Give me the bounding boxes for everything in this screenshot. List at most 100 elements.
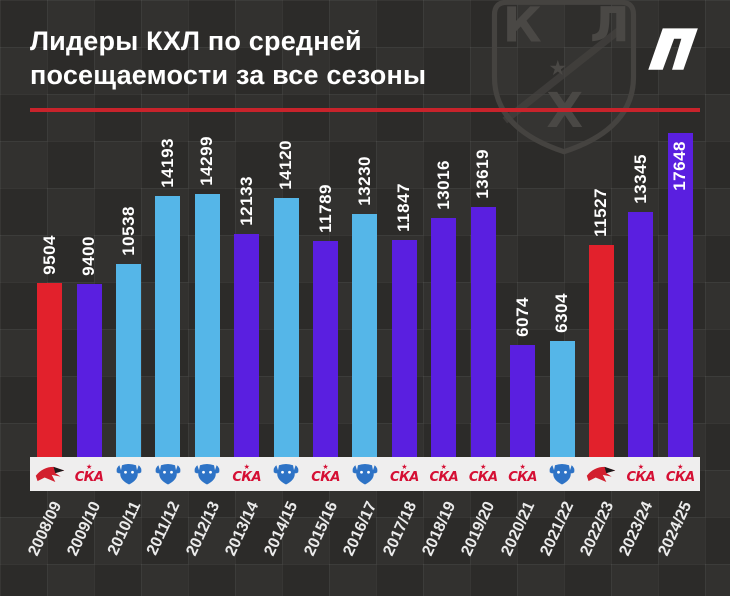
bar-chart: 9504 9400 10538 14193 14299 12133 14120 11789 13… bbox=[25, 125, 700, 596]
season-cell: 2014/15 bbox=[262, 491, 305, 596]
season-cell: 2009/10 bbox=[65, 491, 108, 596]
bar-slot: 14299 bbox=[188, 136, 227, 457]
season-label: 2013/14 bbox=[222, 499, 263, 559]
bar-value-label: 6074 bbox=[512, 297, 532, 337]
bar-2011/12 bbox=[155, 196, 181, 457]
bar-2017/18 bbox=[391, 240, 417, 457]
team-logo-ska: ★ СКА bbox=[424, 457, 463, 491]
ska-wordmark: СКА bbox=[468, 470, 498, 485]
bar-value-label: 11527 bbox=[591, 188, 611, 237]
team-logo-ska: ★ СКА bbox=[621, 457, 660, 491]
season-cell: 2020/21 bbox=[498, 491, 542, 596]
bar-slot: 17648 bbox=[661, 133, 700, 457]
ska-star-icon: ★ bbox=[322, 464, 329, 471]
ska-logo: ★ СКА bbox=[666, 464, 695, 484]
dinamo-minsk-bison-icon bbox=[194, 463, 220, 485]
partner-logo-icon bbox=[648, 28, 698, 70]
chart-title-line1: Лидеры КХЛ по средней bbox=[30, 26, 362, 56]
bar-slot: 14193 bbox=[148, 138, 187, 457]
khl-letter-l: Л bbox=[590, 0, 630, 54]
season-label: 2024/25 bbox=[655, 499, 696, 559]
season-label: 2016/17 bbox=[340, 499, 381, 559]
season-cell: 2012/13 bbox=[183, 491, 227, 596]
ska-star-icon: ★ bbox=[85, 464, 93, 471]
team-logo-ska: ★ СКА bbox=[69, 457, 108, 491]
bar-2022/23 bbox=[588, 245, 614, 457]
ska-logo: ★ СКА bbox=[75, 464, 104, 484]
bar-2021/22 bbox=[549, 341, 575, 457]
khl-star-icon: ★ bbox=[548, 56, 567, 80]
bar-slot: 6074 bbox=[503, 297, 542, 457]
dinamo-minsk-bison-icon bbox=[549, 463, 575, 485]
season-cell: 2022/23 bbox=[577, 491, 621, 596]
season-cell: 2017/18 bbox=[380, 491, 424, 596]
bar-2013/14 bbox=[234, 234, 260, 457]
ska-wordmark: СКА bbox=[232, 470, 262, 485]
season-label: 2009/10 bbox=[64, 499, 105, 559]
avangard-hawk-icon bbox=[35, 466, 64, 482]
ska-star-icon: ★ bbox=[677, 464, 684, 471]
bar-slot: 13619 bbox=[464, 149, 503, 457]
team-logo-avangard bbox=[30, 457, 69, 491]
ska-wordmark: СКА bbox=[311, 470, 340, 485]
ska-logo: ★ СКА bbox=[508, 464, 537, 484]
season-label: 2023/24 bbox=[616, 499, 657, 559]
bar-value-label: 11847 bbox=[394, 183, 414, 232]
ska-logo: ★ СКА bbox=[390, 464, 419, 484]
ska-wordmark: СКА bbox=[508, 470, 537, 485]
team-logo-ska: ★ СКА bbox=[385, 457, 424, 491]
accent-divider bbox=[30, 108, 700, 112]
bar-2010/11 bbox=[116, 264, 142, 457]
bar-value-label: 14120 bbox=[276, 140, 296, 190]
bar-value-label: 10538 bbox=[118, 206, 138, 256]
team-logo-dinamo-minsk bbox=[345, 457, 384, 491]
season-cell: 2023/24 bbox=[616, 491, 660, 596]
bar-value-label: 11789 bbox=[315, 184, 335, 233]
season-axis: 2008/09 2009/10 2010/11 2011/12 2012/13 2013/… bbox=[25, 491, 700, 596]
bar-2020/21 bbox=[510, 345, 536, 457]
season-cell: 2010/11 bbox=[104, 491, 148, 596]
team-logo-dinamo-minsk bbox=[148, 457, 187, 491]
bar-slot: 14120 bbox=[266, 140, 305, 457]
bar-value-label: 14299 bbox=[197, 136, 217, 186]
bar-value-label: 13619 bbox=[473, 149, 493, 199]
bar-value-label: 17648 bbox=[670, 141, 690, 191]
team-logo-ska: ★ СКА bbox=[464, 457, 503, 491]
season-label: 2008/09 bbox=[25, 499, 66, 559]
season-cell: 2015/16 bbox=[301, 491, 345, 596]
season-label: 2017/18 bbox=[379, 499, 420, 559]
season-cell: 2013/14 bbox=[222, 491, 266, 596]
team-logo-ska: ★ СКА bbox=[503, 457, 542, 491]
ska-star-icon: ★ bbox=[243, 464, 250, 471]
ska-logo: ★ СКА bbox=[429, 464, 458, 484]
dinamo-minsk-bison-icon bbox=[352, 463, 378, 485]
bar-2024/25: 17648 bbox=[667, 133, 693, 457]
bar-2012/13 bbox=[194, 194, 220, 457]
bar-slot: 13016 bbox=[424, 160, 463, 457]
season-cell: 2018/19 bbox=[419, 491, 463, 596]
team-logo-dinamo-minsk bbox=[188, 457, 227, 491]
bar-2023/24 bbox=[628, 212, 654, 457]
ska-wordmark: СКА bbox=[74, 470, 104, 485]
team-logo-ska: ★ СКА bbox=[227, 457, 266, 491]
ska-logo: ★ СКА bbox=[469, 464, 498, 484]
season-cell: 2021/22 bbox=[538, 491, 581, 596]
bar-slot: 12133 bbox=[227, 176, 266, 457]
khl-logo-watermark: К Л Х ★ bbox=[491, 0, 637, 155]
ska-wordmark: СКА bbox=[626, 470, 656, 485]
season-label: 2012/13 bbox=[182, 499, 223, 559]
season-label: 2021/22 bbox=[537, 499, 578, 559]
ska-logo: ★ СКА bbox=[311, 464, 340, 484]
team-logo-strip: ★ СКА ★ СКА ★ СКА ★ СКА ★ СКА ★ СКА ★ СКА ★ СКА ★ СКА bbox=[30, 457, 700, 491]
ska-star-icon: ★ bbox=[440, 464, 447, 471]
team-logo-dinamo-minsk bbox=[266, 457, 305, 491]
ska-wordmark: СКА bbox=[390, 470, 419, 485]
bar-slot: 11527 bbox=[582, 188, 621, 457]
dinamo-minsk-bison-icon bbox=[116, 463, 141, 485]
bar-value-label: 9400 bbox=[79, 236, 99, 276]
ska-star-icon: ★ bbox=[637, 464, 644, 471]
season-label: 2020/21 bbox=[498, 499, 539, 559]
bar-slot: 13345 bbox=[621, 154, 660, 457]
season-cell: 2019/20 bbox=[459, 491, 503, 596]
season-label: 2011/12 bbox=[143, 499, 184, 558]
